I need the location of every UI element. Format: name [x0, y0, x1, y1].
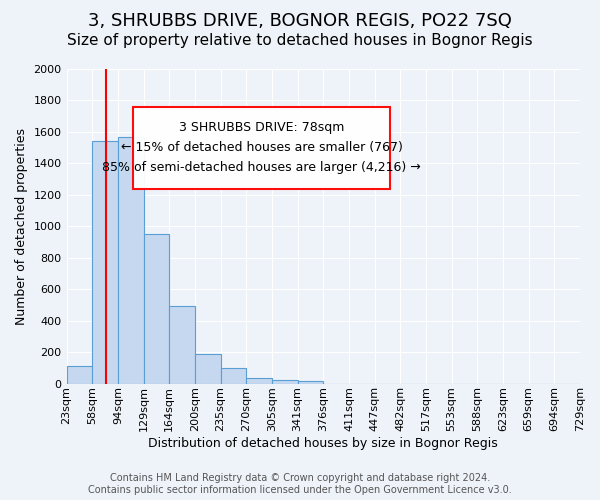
Bar [272, 380, 298, 384]
Bar [67, 366, 92, 384]
Bar [195, 354, 221, 384]
FancyBboxPatch shape [133, 106, 390, 188]
Bar [221, 368, 246, 384]
Bar [298, 381, 323, 384]
Bar [246, 378, 272, 384]
Text: Contains HM Land Registry data © Crown copyright and database right 2024.
Contai: Contains HM Land Registry data © Crown c… [88, 474, 512, 495]
Bar [118, 138, 143, 384]
Y-axis label: Number of detached properties: Number of detached properties [15, 128, 28, 325]
X-axis label: Distribution of detached houses by size in Bognor Regis: Distribution of detached houses by size … [148, 437, 498, 450]
Text: Size of property relative to detached houses in Bognor Regis: Size of property relative to detached ho… [67, 32, 533, 48]
Text: 3 SHRUBBS DRIVE: 78sqm
← 15% of detached houses are smaller (767)
85% of semi-de: 3 SHRUBBS DRIVE: 78sqm ← 15% of detached… [102, 121, 421, 174]
Bar [169, 306, 195, 384]
Bar [92, 140, 118, 384]
Text: 3, SHRUBBS DRIVE, BOGNOR REGIS, PO22 7SQ: 3, SHRUBBS DRIVE, BOGNOR REGIS, PO22 7SQ [88, 12, 512, 30]
Bar [143, 234, 169, 384]
